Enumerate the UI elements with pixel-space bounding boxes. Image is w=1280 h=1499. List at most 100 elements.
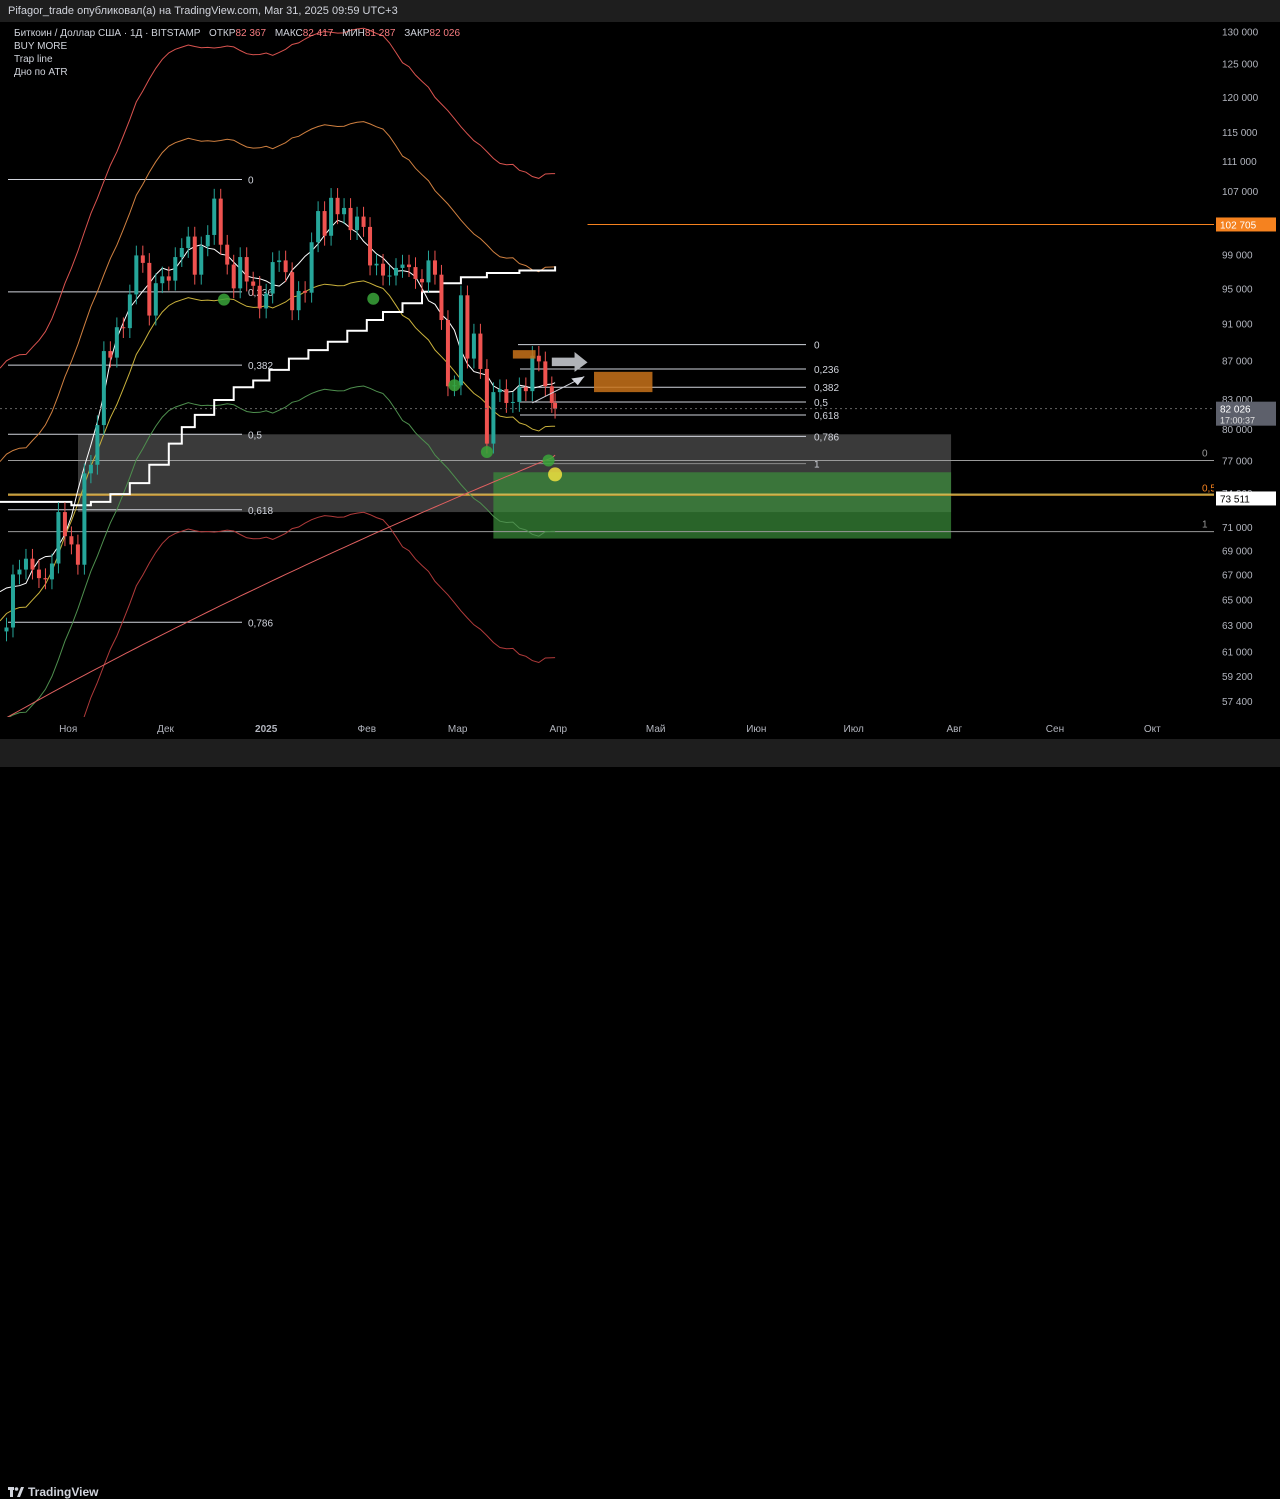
candle-body (523, 387, 528, 392)
price-tick-label: 67 000 (1222, 570, 1253, 581)
candle-body (147, 262, 152, 316)
candle-body (316, 211, 321, 243)
candle-body (309, 242, 314, 293)
candle-body (387, 275, 392, 277)
right-fib-label: 0 (814, 341, 820, 352)
candle-body (199, 246, 204, 275)
indicator-trap-line[interactable]: Trap line (14, 54, 53, 65)
candle-body (114, 327, 119, 358)
brand-name: TradingView (28, 1485, 99, 1499)
candle-body (517, 387, 522, 402)
candle-body (134, 255, 139, 295)
indicator-buy-more[interactable]: BUY MORE (14, 41, 68, 52)
candle-body (432, 260, 437, 275)
time-tick-label: Окт (1144, 724, 1161, 735)
left-fib-label: 0,786 (248, 618, 273, 629)
left-fib-label: 0,382 (248, 361, 273, 372)
price-tick-label: 125 000 (1222, 60, 1259, 71)
candle-body (153, 283, 158, 316)
tradingview-brand[interactable]: TradingView (8, 1485, 98, 1499)
candle-body (108, 351, 113, 358)
candle-body (335, 197, 340, 215)
candle-body (127, 294, 132, 329)
candle-body (173, 257, 178, 281)
candle-body (329, 197, 334, 236)
bar-countdown: 17:00:37 (1220, 416, 1255, 426)
green-band-lower (0, 385, 556, 727)
time-tick-label: Июл (844, 724, 864, 735)
candle-body (88, 464, 93, 474)
price-badge (1216, 217, 1276, 232)
candle-body (471, 333, 476, 359)
candle-body (361, 216, 366, 227)
price-chart[interactable]: 00,2360,3820,50,6180,78600,2360,3820,50,… (0, 22, 1216, 853)
open-label: ОТКР (209, 28, 236, 39)
right-fib-label: 0,236 (814, 365, 839, 376)
candle-body (75, 544, 80, 565)
chart-area[interactable]: 00,2360,3820,50,6180,78600,2360,3820,50,… (0, 22, 1216, 853)
outer-red-band-lower (0, 511, 556, 853)
candle-body (179, 247, 184, 258)
left-fib-label: 0,5 (248, 430, 262, 441)
candle-body (413, 267, 418, 279)
green-signal-marker (448, 379, 461, 392)
price-badge (1216, 491, 1276, 506)
time-tick-label: Июн (746, 724, 766, 735)
symbol-row[interactable]: Биткоин / Доллар США · 1Д · BITSTAMP ОТК… (14, 27, 460, 40)
price-badge-value: 102 705 (1220, 220, 1257, 231)
candle-body (296, 290, 301, 311)
price-tick-label: 130 000 (1222, 27, 1259, 38)
indicator-atr-bottom[interactable]: Дно по ATR (14, 67, 68, 78)
candle-body (277, 260, 282, 263)
price-axis-svg: 57 400 59 200 61 000 63 000 65 000 67 000 69 0… (1216, 27, 1276, 708)
candle-body (484, 368, 489, 444)
right-fib-label: 1 (814, 460, 820, 471)
time-tick-label: Авг (947, 724, 963, 735)
open-value: 82 367 (235, 28, 267, 39)
candle-body (160, 276, 165, 284)
right-fib-label: 0,5 (814, 398, 828, 409)
candle-body (504, 389, 509, 403)
price-tick-label: 91 000 (1222, 320, 1253, 331)
candle-body (543, 361, 548, 387)
candle-body (4, 627, 9, 632)
zone-fib-label: 1 (1202, 520, 1208, 531)
time-axis[interactable]: Ноя Дек 2025 Фев Мар Апр Май Июн Июл Авг Сен Окт (0, 717, 1214, 739)
candle-body (23, 558, 28, 570)
candle-body (355, 216, 360, 231)
time-tick-label: Сен (1046, 724, 1064, 735)
candle-body (270, 262, 275, 294)
candle-body (322, 211, 327, 236)
right-fib-label: 0,786 (814, 432, 839, 443)
price-tick-label: 111 000 (1222, 157, 1257, 168)
left-fib-label: 0 (248, 176, 254, 187)
candle-body (368, 226, 373, 266)
chart-legend: Биткоин / Доллар США · 1Д · BITSTAMP ОТК… (14, 27, 460, 79)
short-moving-average (0, 219, 556, 593)
published-info: Pifagor_trade опубликовал(а) на TradingV… (8, 5, 398, 17)
price-tick-label: 115 000 (1222, 128, 1258, 139)
time-axis-svg: Ноя Дек 2025 Фев Мар Апр Май Июн Июл Авг Сен Окт (59, 724, 1161, 735)
price-axis[interactable]: 57 400 59 200 61 000 63 000 65 000 67 000 69 0… (1214, 22, 1280, 717)
candle-body (374, 263, 379, 266)
price-tick-label: 63 000 (1222, 621, 1253, 632)
yellow-band-lower (0, 280, 556, 622)
candle-body (400, 264, 405, 268)
candle-body (553, 402, 558, 409)
price-tick-label: 95 000 (1222, 284, 1253, 295)
time-tick-label: Фев (358, 724, 376, 735)
time-tick-label: Дек (157, 724, 174, 735)
candle-body (497, 389, 502, 393)
candle-body (43, 578, 48, 580)
candle-body (478, 333, 483, 369)
time-tick-label: Май (646, 724, 666, 735)
candle-body (426, 260, 431, 283)
candle-body (166, 276, 171, 281)
price-tick-label: 120 000 (1222, 93, 1259, 104)
candle-body (95, 425, 100, 465)
price-tick-label: 107 000 (1222, 187, 1259, 198)
high-value: 82 417 (302, 28, 334, 39)
candle-body (283, 260, 288, 273)
long-moving-average (0, 454, 556, 722)
green-signal-marker (367, 292, 380, 305)
